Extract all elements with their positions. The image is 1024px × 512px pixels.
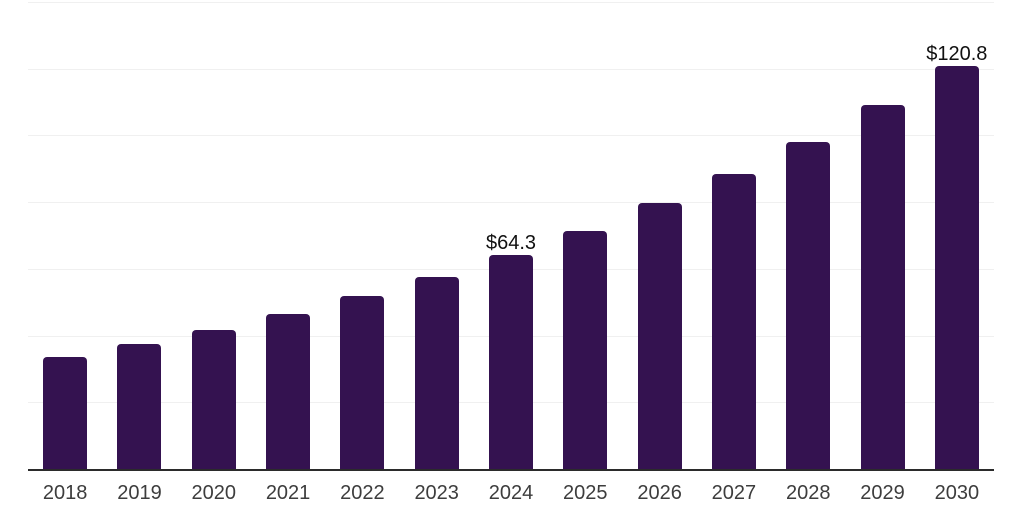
bar-2019 <box>117 343 162 469</box>
bar-2026 <box>637 203 682 469</box>
bar-2024 <box>489 254 533 469</box>
x-tick-label-2024: 2024 <box>488 482 534 504</box>
gridline-120 <box>28 68 994 70</box>
x-tick-label-2022: 2022 <box>340 482 385 504</box>
x-tick-label-2029: 2029 <box>860 482 905 504</box>
value-label-2030: $120.8 <box>926 43 988 66</box>
x-tick-label-2028: 2028 <box>785 482 831 504</box>
x-tick-label-2027: 2027 <box>711 482 757 504</box>
gridline-80 <box>28 202 994 204</box>
bar-2023 <box>414 276 459 469</box>
x-tick-label-2030: 2030 <box>934 482 980 504</box>
x-tick-label-2023: 2023 <box>414 482 459 504</box>
x-tick-label-2018: 2018 <box>42 482 88 504</box>
x-tick-label-2019: 2019 <box>117 482 162 504</box>
value-label-2024: $64.3 <box>485 231 537 254</box>
bar-2027 <box>711 174 756 469</box>
x-tick-label-2025: 2025 <box>563 482 608 504</box>
bar-2025 <box>563 231 608 469</box>
bar-2020 <box>191 329 236 469</box>
bar-2030 <box>934 66 979 469</box>
x-tick-label-2020: 2020 <box>191 482 237 504</box>
bar-2018 <box>43 356 88 469</box>
bar-2028 <box>786 142 831 469</box>
x-tick-label-2026: 2026 <box>637 482 682 504</box>
plot-area: $64.3 $120.8 <box>28 2 994 471</box>
bar-2022 <box>340 295 385 469</box>
bar-2021 <box>266 313 311 469</box>
gridline-100 <box>28 135 994 137</box>
gridline-140 <box>28 2 994 3</box>
x-tick-label-2021: 2021 <box>265 482 311 504</box>
bar-2029 <box>860 105 905 469</box>
